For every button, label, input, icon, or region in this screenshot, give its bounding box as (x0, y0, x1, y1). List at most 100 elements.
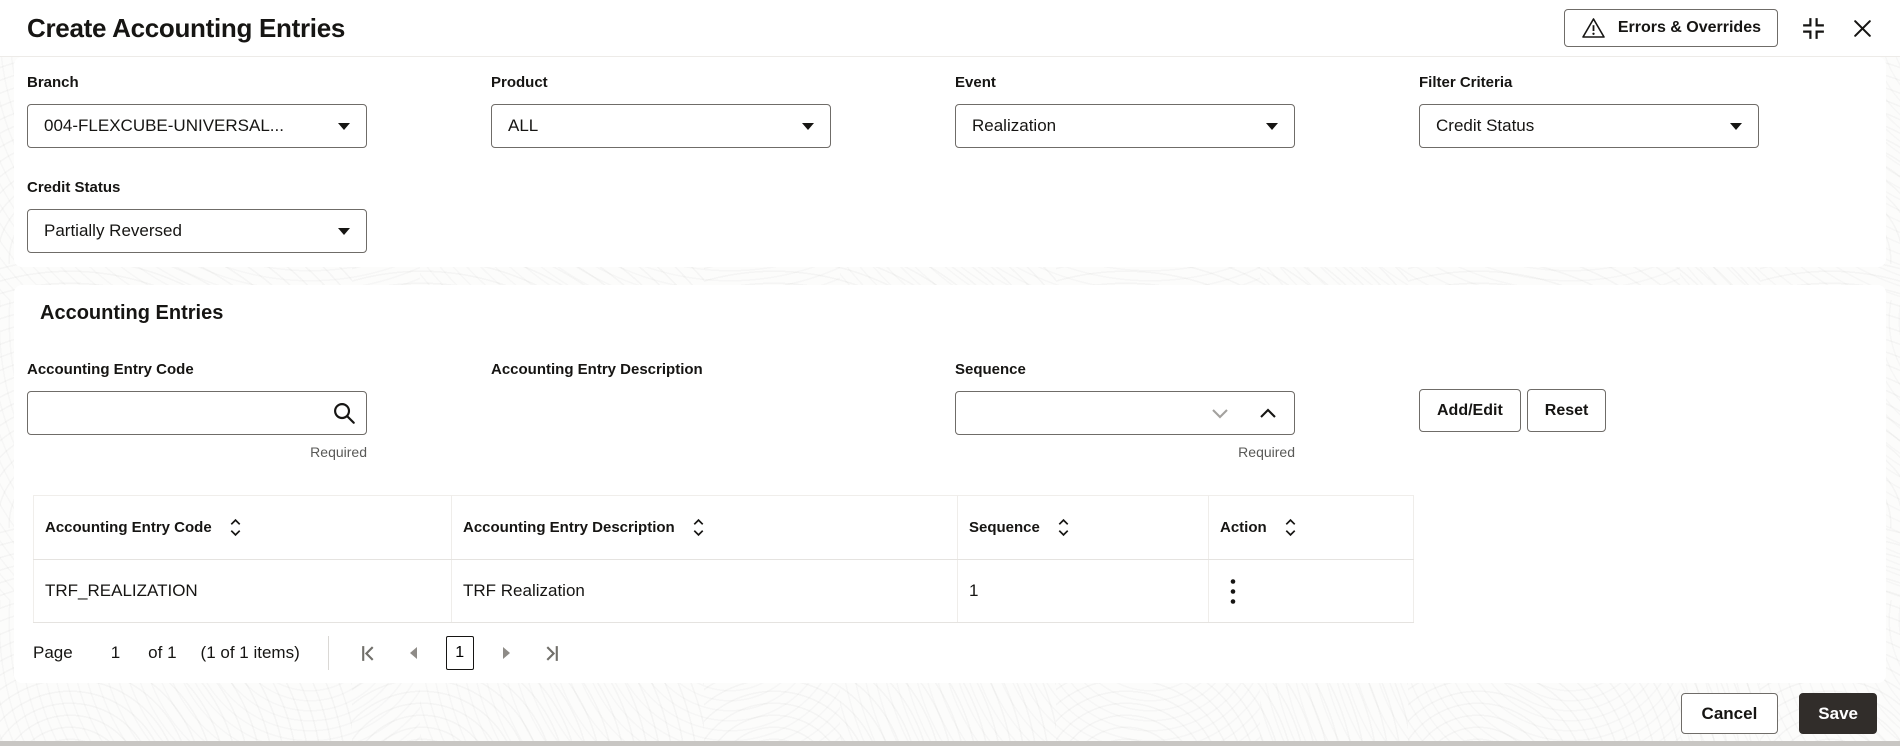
filter-criteria-select[interactable]: Credit Status (1419, 104, 1759, 148)
filters-panel: Branch 004-FLEXCUBE-UNIVERSAL... Product… (14, 57, 1886, 267)
cell-entry-code: TRF_REALIZATION (33, 559, 452, 623)
product-field: Product ALL (491, 74, 831, 148)
cancel-button[interactable]: Cancel (1680, 693, 1779, 734)
next-page-button[interactable] (500, 644, 514, 662)
entry-form-actions: Add/Edit Reset (1419, 361, 1873, 460)
cell-sequence: 1 (957, 559, 1209, 623)
first-page-icon (359, 644, 378, 663)
entry-code-required-hint: Required (310, 444, 367, 460)
column-header-entry-description: Accounting Entry Description (451, 495, 958, 560)
close-button[interactable] (1849, 15, 1876, 42)
save-button[interactable]: Save (1799, 693, 1877, 734)
pagination-divider (327, 636, 329, 670)
cell-entry-description: TRF Realization (451, 559, 958, 623)
sort-button[interactable] (1284, 518, 1297, 537)
sequence-increment-button[interactable] (1257, 406, 1279, 421)
page-label: Page (33, 643, 73, 662)
collapse-window-button[interactable] (1798, 13, 1829, 44)
last-page-icon (542, 644, 561, 663)
column-header-label: Accounting Entry Description (463, 519, 675, 536)
search-icon (331, 400, 357, 426)
table-row: TRF_REALIZATION TRF Realization 1 (33, 559, 1414, 623)
last-page-button[interactable] (540, 642, 563, 665)
product-label: Product (491, 74, 548, 91)
branch-value: 004-FLEXCUBE-UNIVERSAL... (44, 116, 284, 135)
chevron-down-icon (338, 122, 350, 130)
column-header-sequence: Sequence (957, 495, 1209, 560)
page-number-box[interactable]: 1 (445, 636, 474, 670)
branch-select[interactable]: 004-FLEXCUBE-UNIVERSAL... (27, 104, 367, 148)
credit-status-label: Credit Status (27, 179, 121, 196)
row-actions-menu-button[interactable] (1220, 574, 1246, 609)
first-page-button[interactable] (357, 642, 380, 665)
sort-icon (692, 518, 705, 537)
page-count-label: of 1 (148, 643, 177, 662)
column-header-entry-code: Accounting Entry Code (33, 495, 452, 560)
sequence-required-hint: Required (1238, 444, 1295, 460)
section-title: Accounting Entries (40, 302, 224, 324)
sequence-input[interactable] (955, 391, 1295, 435)
event-field: Event Realization (955, 74, 1295, 148)
sort-button[interactable] (1057, 518, 1070, 537)
sort-icon (229, 518, 242, 537)
warning-triangle-icon (1581, 17, 1606, 39)
table-header-row: Accounting Entry Code Accounting Entry D… (33, 495, 1414, 560)
cell-action (1208, 559, 1414, 623)
sort-button[interactable] (692, 518, 705, 537)
page-title: Create Accounting Entries (27, 12, 346, 43)
column-header-action: Action (1208, 495, 1414, 560)
branch-field: Branch 004-FLEXCUBE-UNIVERSAL... (27, 74, 367, 148)
credit-status-select[interactable]: Partially Reversed (27, 209, 367, 253)
pagination-bar: Page 1 of 1 (1 of 1 items) 1 (33, 623, 1873, 683)
next-page-icon (502, 646, 512, 660)
footer-actions: Cancel Save (1680, 693, 1877, 734)
previous-page-icon (408, 646, 418, 660)
collapse-icon (1800, 15, 1827, 42)
column-header-label: Accounting Entry Code (45, 519, 212, 536)
event-select[interactable]: Realization (955, 104, 1295, 148)
header-actions: Errors & Overrides (1563, 9, 1876, 47)
filter-criteria-label: Filter Criteria (1419, 74, 1513, 91)
chevron-down-icon (1266, 122, 1278, 130)
entry-description-field: Accounting Entry Description (491, 361, 831, 460)
errors-overrides-label: Errors & Overrides (1617, 19, 1761, 36)
current-page-number: 1 (110, 643, 121, 662)
accounting-entries-table: Accounting Entry Code Accounting Entry D… (33, 495, 1414, 623)
filter-criteria-value: Credit Status (1436, 116, 1535, 135)
previous-page-button[interactable] (406, 644, 420, 662)
accounting-entries-panel: Accounting Entries Accounting Entry Code… (14, 285, 1886, 683)
column-header-label: Action (1220, 519, 1267, 536)
sort-icon (1057, 518, 1070, 537)
product-value: ALL (508, 116, 539, 135)
event-value: Realization (972, 116, 1057, 135)
close-icon (1851, 17, 1874, 40)
entry-description-label: Accounting Entry Description (491, 361, 703, 378)
add-edit-button[interactable]: Add/Edit (1419, 389, 1521, 432)
items-count-label: (1 of 1 items) (200, 643, 300, 662)
product-select[interactable]: ALL (491, 104, 831, 148)
chevron-down-icon (1211, 408, 1229, 419)
filter-criteria-field: Filter Criteria Credit Status (1419, 74, 1873, 148)
reset-button[interactable]: Reset (1526, 389, 1607, 432)
credit-status-field: Credit Status Partially Reversed (27, 179, 367, 253)
sort-button[interactable] (229, 518, 242, 537)
errors-overrides-button[interactable]: Errors & Overrides (1563, 9, 1778, 47)
sort-icon (1284, 518, 1297, 537)
chevron-up-icon (1259, 408, 1277, 419)
chevron-down-icon (338, 227, 350, 235)
entry-code-search-button[interactable] (331, 400, 357, 426)
chevron-down-icon (1730, 122, 1742, 130)
sequence-label: Sequence (955, 361, 1026, 378)
sequence-field: Sequence (955, 361, 1295, 460)
entry-code-input[interactable] (27, 391, 367, 435)
kebab-menu-icon (1230, 578, 1236, 605)
sequence-decrement-button[interactable] (1209, 406, 1231, 421)
bottom-edge-strip (0, 741, 1900, 746)
branch-label: Branch (27, 74, 79, 91)
chevron-down-icon (802, 122, 814, 130)
entry-code-field: Accounting Entry Code Required (27, 361, 367, 460)
entry-code-label: Accounting Entry Code (27, 361, 194, 378)
window-header: Create Accounting Entries Errors & Overr… (0, 0, 1900, 57)
column-header-label: Sequence (969, 519, 1040, 536)
event-label: Event (955, 74, 996, 91)
